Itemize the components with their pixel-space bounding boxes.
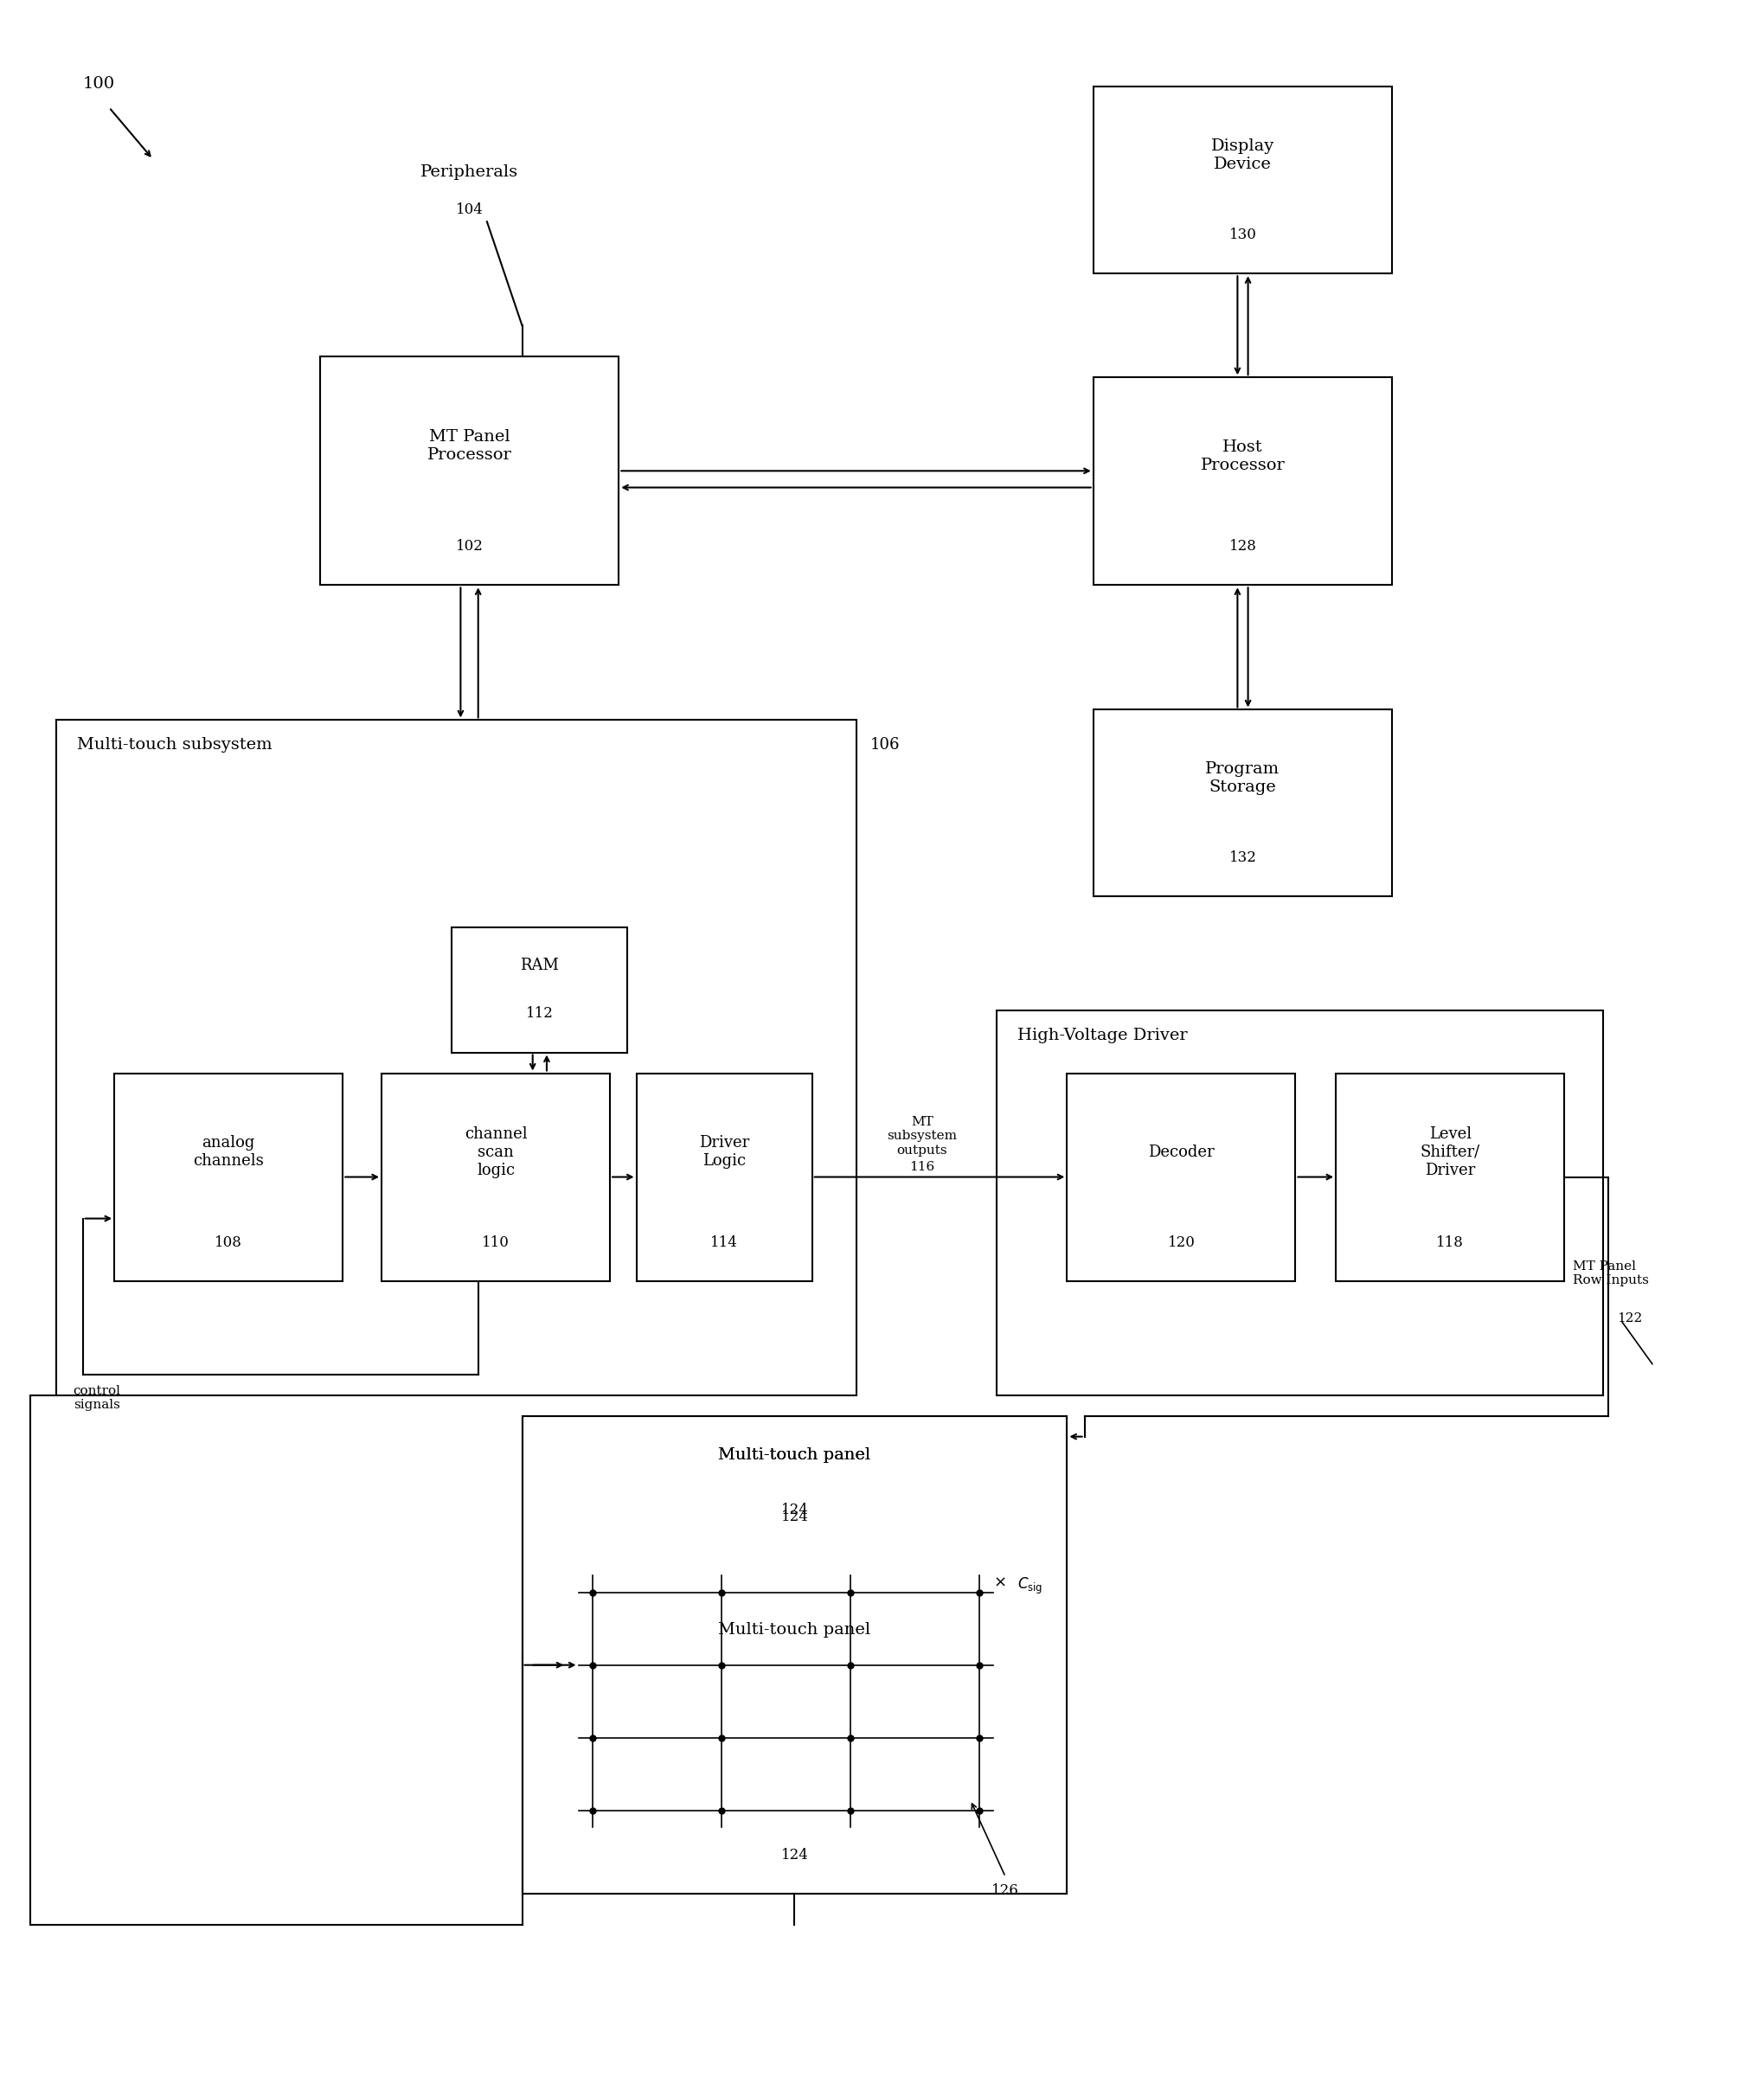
Text: Display
Device: Display Device [1210,138,1274,173]
Text: channel
scan
logic: channel scan logic [464,1125,527,1177]
Text: 124: 124 [780,1849,808,1863]
FancyBboxPatch shape [522,1415,1067,1894]
Text: control
signals: control signals [72,1384,120,1411]
Text: 132: 132 [1228,850,1256,865]
Text: High-Voltage Driver: High-Voltage Driver [1018,1027,1187,1042]
Text: $C_{\rm sig}$: $C_{\rm sig}$ [1018,1576,1043,1596]
FancyBboxPatch shape [1094,88,1392,273]
FancyBboxPatch shape [56,721,856,1394]
FancyBboxPatch shape [1335,1073,1563,1282]
Text: Program
Storage: Program Storage [1205,761,1279,794]
Text: Multi-touch subsystem: Multi-touch subsystem [78,738,272,752]
Text: Multi-touch panel: Multi-touch panel [718,1446,870,1463]
Text: Multi-touch panel: Multi-touch panel [718,1621,870,1638]
FancyBboxPatch shape [522,1415,1067,1894]
Text: MT
subsystem
outputs: MT subsystem outputs [887,1117,956,1157]
Text: Decoder: Decoder [1148,1144,1214,1161]
Text: 100: 100 [83,77,115,92]
FancyBboxPatch shape [381,1073,610,1282]
FancyBboxPatch shape [1094,377,1392,586]
FancyBboxPatch shape [319,356,619,586]
Text: 108: 108 [215,1236,242,1250]
Text: 122: 122 [1616,1313,1642,1323]
Text: Multi-touch panel: Multi-touch panel [718,1446,870,1463]
Text: 124: 124 [780,1509,808,1523]
Text: 118: 118 [1436,1236,1462,1250]
Text: MT Panel
Row Inputs: MT Panel Row Inputs [1572,1261,1648,1286]
Text: Driver
Logic: Driver Logic [699,1136,750,1169]
FancyBboxPatch shape [997,1011,1602,1394]
Text: 124: 124 [780,1503,808,1517]
Text: $\times$: $\times$ [993,1573,1005,1590]
Text: 106: 106 [870,738,900,752]
Text: 110: 110 [482,1236,510,1250]
Text: RAM: RAM [520,957,559,973]
Text: 128: 128 [1228,540,1256,554]
Text: analog
channels: analog channels [192,1136,265,1169]
Text: 126: 126 [991,1884,1018,1899]
Text: MT Panel
Processor: MT Panel Processor [427,429,512,463]
FancyBboxPatch shape [637,1073,811,1282]
Text: Peripherals: Peripherals [420,165,519,179]
Text: 102: 102 [455,540,483,554]
Text: 116: 116 [908,1161,935,1173]
Text: 114: 114 [711,1236,737,1250]
Text: 130: 130 [1228,227,1256,242]
Text: 112: 112 [526,1007,554,1021]
FancyBboxPatch shape [1094,711,1392,896]
Text: Host
Processor: Host Processor [1200,440,1284,473]
Text: 120: 120 [1166,1236,1194,1250]
FancyBboxPatch shape [452,927,628,1052]
Text: 104: 104 [455,202,483,217]
Text: Level
Shifter/
Driver: Level Shifter/ Driver [1420,1125,1480,1177]
FancyBboxPatch shape [1067,1073,1295,1282]
FancyBboxPatch shape [115,1073,342,1282]
